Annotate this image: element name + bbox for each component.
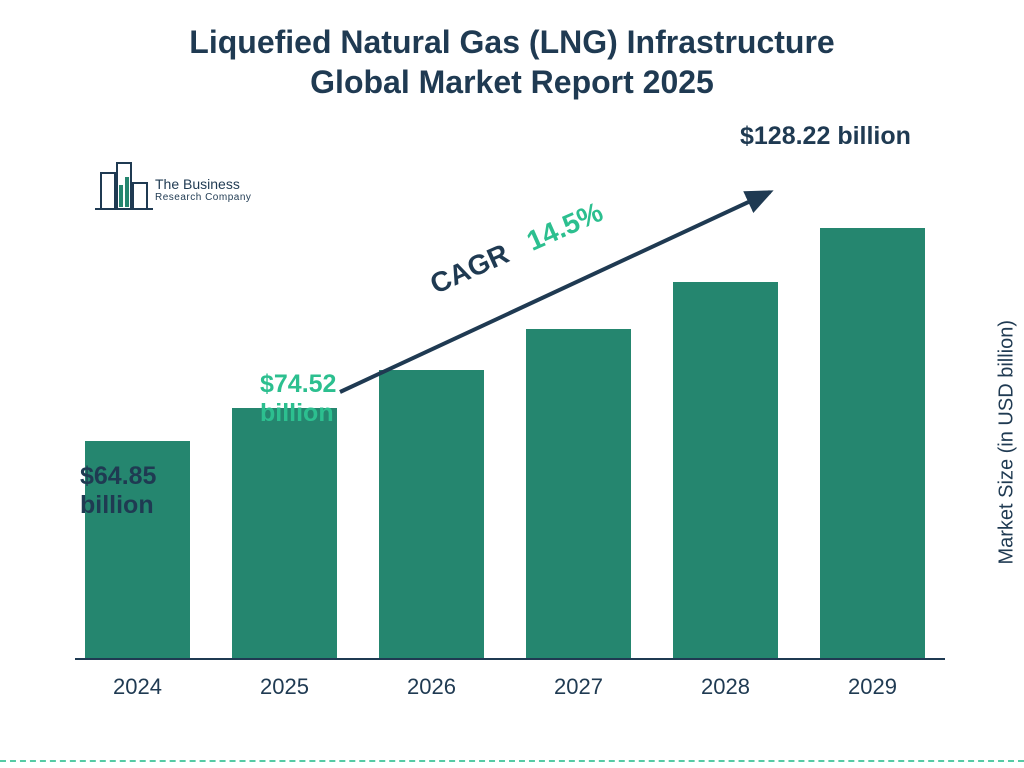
x-label: 2028 <box>673 674 778 700</box>
x-label: 2025 <box>232 674 337 700</box>
callout-unit: billion <box>260 399 336 428</box>
bar-2027 <box>526 329 631 658</box>
bar-2025 <box>232 408 337 658</box>
x-label: 2029 <box>820 674 925 700</box>
x-axis-line <box>75 658 945 661</box>
bar <box>379 370 484 658</box>
x-axis-labels: 2024 2025 2026 2027 2028 2029 <box>75 674 935 700</box>
bar-2029 <box>820 228 925 658</box>
callout-text: $128.22 billion <box>740 122 911 150</box>
y-axis-label: Market Size (in USD billion) <box>996 320 1019 565</box>
bar-chart: 2024 2025 2026 2027 2028 2029 <box>75 140 935 700</box>
x-label: 2026 <box>379 674 484 700</box>
title-line-2: Global Market Report 2025 <box>0 62 1024 102</box>
x-label: 2027 <box>526 674 631 700</box>
bar <box>673 282 778 658</box>
bar-2026 <box>379 370 484 658</box>
x-label: 2024 <box>85 674 190 700</box>
callout-unit: billion <box>80 491 156 520</box>
callout-2029: $128.22 billion <box>740 122 911 151</box>
bar <box>820 228 925 658</box>
bar <box>526 329 631 658</box>
title-line-1: Liquefied Natural Gas (LNG) Infrastructu… <box>0 22 1024 62</box>
callout-value: $74.52 <box>260 370 336 399</box>
callout-value: $64.85 <box>80 462 156 491</box>
bar <box>232 408 337 658</box>
bottom-divider <box>0 760 1024 762</box>
callout-2025: $74.52 billion <box>260 370 336 428</box>
chart-title: Liquefied Natural Gas (LNG) Infrastructu… <box>0 22 1024 102</box>
callout-2024: $64.85 billion <box>80 462 156 520</box>
bar-2028 <box>673 282 778 658</box>
